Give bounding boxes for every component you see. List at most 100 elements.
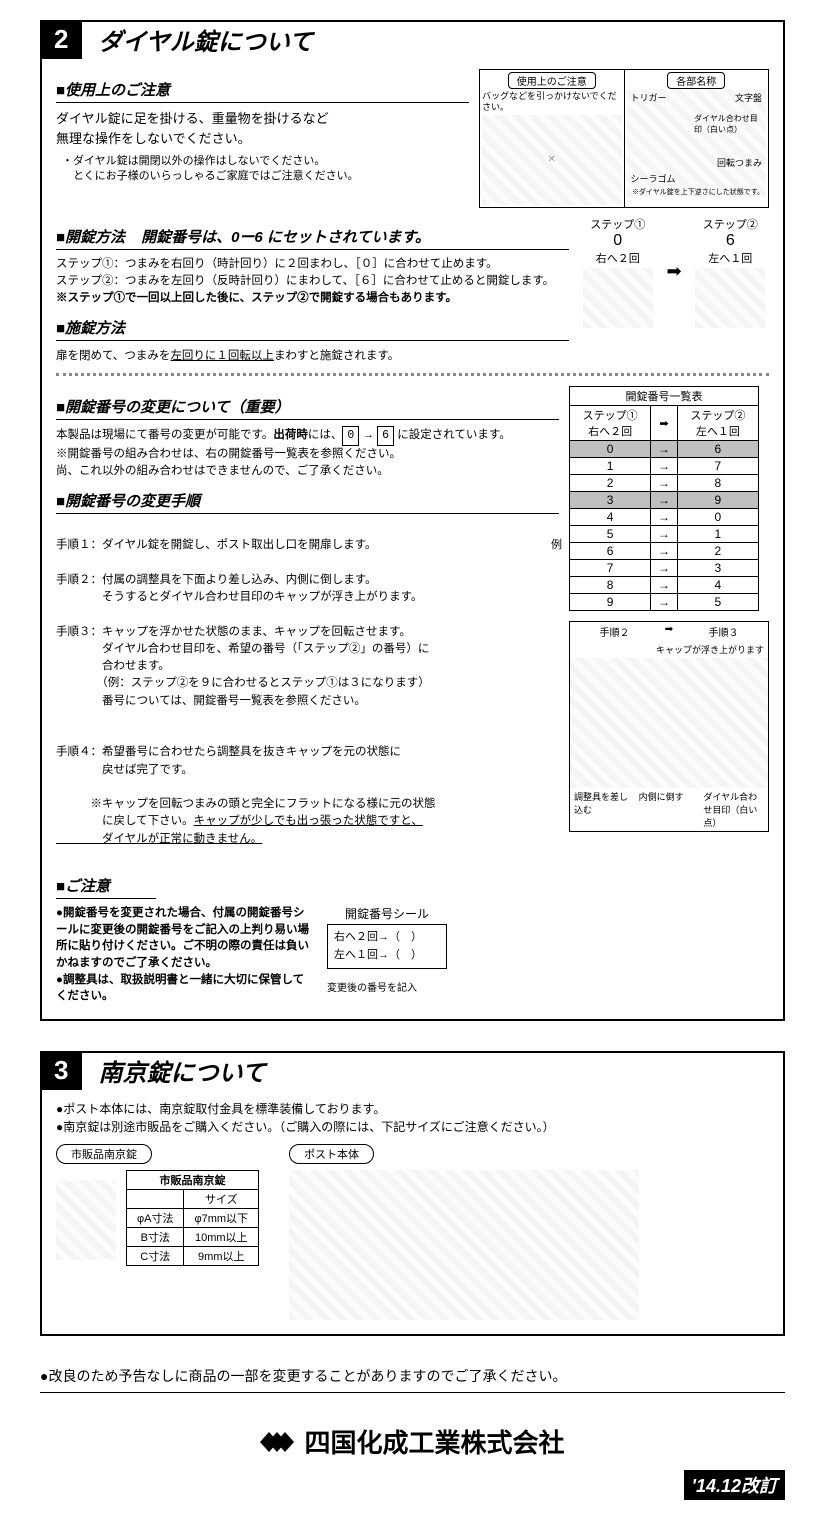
padlock-drawing-placeholder — [56, 1180, 116, 1260]
post-pill-label: ポスト本体 — [289, 1144, 374, 1164]
company-name: 四国化成工業株式会社 — [304, 1423, 564, 1460]
combo-row: 5→1 — [570, 526, 759, 543]
label-align-mark-2: ダイヤル合わせ目印（白い点） — [703, 790, 764, 829]
seal-line1: 右へ２回→（ ） — [334, 929, 440, 947]
box-0: 0 — [342, 426, 359, 445]
combo-row: 3→9 — [570, 492, 759, 509]
proc-illus-h2: 手順２ — [570, 622, 659, 641]
unlock-head-1: ■開錠方法 — [56, 226, 125, 247]
dotted-separator — [56, 373, 769, 376]
change-heading: ■開錠番号の変更について（重要） — [56, 396, 559, 420]
change-line3: 尚、これ以外の組み合わせはできませんので、ご了承ください。 — [56, 463, 559, 480]
padlock-row: φA寸法φ7mm以下 — [127, 1209, 259, 1228]
label-trigger: トリガー — [631, 91, 667, 104]
company-row: 四国化成工業株式会社 — [40, 1423, 785, 1460]
combo-hdr-s2: ステップ②左へ１回 — [677, 406, 758, 441]
usage-text: ダイヤル錠に足を掛ける、重量物を掛けるなど 無理な操作をしないでください。 — [56, 109, 469, 148]
step1-dial-icon — [583, 268, 653, 328]
section3-title: 南京錠について — [82, 1053, 265, 1088]
combo-row: 7→3 — [570, 560, 759, 577]
cap-float-label: キャップが浮き上がります — [570, 641, 768, 658]
padlock-pill-label: 市販品南京錠 — [56, 1144, 152, 1164]
bag-warning: バッグなどを引っかけないでください。 — [482, 91, 622, 113]
step1-dir: 右へ２回 — [579, 250, 656, 266]
step2-title: ステップ② — [692, 216, 769, 232]
footer-disclaimer: ●改良のため予告なしに商品の一部を変更することがありますのでご了承ください。 — [40, 1366, 785, 1393]
procedure-illustration: 手順２ ➡ 手順３ キャップが浮き上がります 調整具を差し込む 内側に倒す ダイ… — [569, 621, 769, 832]
combo-row: 1→7 — [570, 458, 759, 475]
steps-diagram: ステップ① 0 右へ２回 ➡ ステップ② 6 左へ１回 — [579, 216, 769, 328]
combo-row: 6→2 — [570, 543, 759, 560]
caution-heading: ■ご注意 — [56, 875, 156, 899]
section2-num: 2 — [40, 20, 82, 59]
section2-title: ダイヤル錠について — [82, 22, 313, 57]
proc-illus-arrow-icon: ➡ — [659, 622, 679, 641]
label-inverted-note: ※ダイヤル錠を上下逆さにした状態です。 — [632, 187, 764, 197]
padlock-row: C寸法9mm以上 — [127, 1247, 259, 1266]
unlock-note: ※ステップ①で一回以上回した後に、ステップ②で開錠する場合もあります。 — [56, 290, 569, 307]
label-align-mark: ダイヤル合わせ目印（白い点） — [694, 113, 764, 135]
combo-table: ステップ①右へ２回 ➡ ステップ②左へ１回 0→61→72→83→94→05→1… — [569, 405, 759, 611]
caution-text: ●開錠番号を変更された場合、付属の開錠番号シールに変更後の開錠番号をご記入の上判… — [56, 905, 311, 1005]
change-line1: 本製品は現場にて番号の変更が可能です。出荷時には、0 → 6 に設定されています… — [56, 426, 559, 445]
combo-row: 0→6 — [570, 441, 759, 458]
section-dial-lock: 2 ダイヤル錠について ■使用上のご注意 ダイヤル錠に足を掛ける、重量物を掛ける… — [40, 20, 785, 1021]
step1-num: 0 — [579, 232, 656, 250]
revision-badge: '14.12改訂 — [684, 1470, 785, 1500]
sec3-bullet1: ●ポスト本体には、南京錠取付金具を標準装備しております。 — [56, 1100, 769, 1118]
change-line2: ※開錠番号の組み合わせは、右の開錠番号一覧表を参照ください。 — [56, 446, 559, 463]
dial-parts-diagram: トリガー 文字盤 ダイヤル合わせ目印（白い点） 回転つまみ シーラゴム ※ダイヤ… — [627, 89, 767, 197]
unlock-head-2: 開錠番号は、0ー6 にセットされています。 — [141, 226, 430, 247]
label-tilt-inward: 内側に倒す — [639, 790, 700, 829]
seal-note: 変更後の番号を記入 — [327, 979, 447, 994]
step1-title: ステップ① — [579, 216, 656, 232]
procedure-diagram-placeholder — [570, 658, 768, 788]
proc3: 手順３：キャップを浮かせた状態のまま、キャップを回転させます。 ダイヤル合わせ目… — [56, 624, 559, 710]
post-column: ポスト本体 — [289, 1144, 639, 1320]
section3-num: 3 — [40, 1051, 82, 1090]
company-logo-icon — [260, 1429, 294, 1455]
proc1: 手順１：ダイヤル錠を開錠し、ポスト取出し口を開扉します。 — [56, 537, 559, 554]
label-insert-tool: 調整具を差し込む — [574, 790, 635, 829]
unlock-step2: ステップ②：つまみを左回り（反時計回り）にまわして、［６］に合わせて止めると開錠… — [56, 273, 569, 290]
procedure-heading: ■開錠番号の変更手順 — [56, 490, 559, 514]
section3-header: 3 南京錠について — [40, 1051, 785, 1090]
padlock-size-hdr: サイズ — [184, 1190, 259, 1209]
section-padlock: 3 南京錠について ●ポスト本体には、南京錠取付金具を標準装備しております。 ●… — [40, 1051, 785, 1336]
usage-bullet: ダイヤル錠は開閉以外の操作はしないでください。 とくにお子様のいらっしゃるご家庭… — [62, 154, 469, 185]
step2-num: 6 — [692, 232, 769, 250]
combo-row: 2→8 — [570, 475, 759, 492]
bag-cross-icon: ✕ — [482, 115, 622, 205]
padlock-row: B寸法10mm以上 — [127, 1228, 259, 1247]
post-drawing-placeholder — [289, 1170, 639, 1320]
proc4: 手順４：希望番号に合わせたら調整具を抜きキャップを元の状態に 戻せば完了です。 … — [56, 727, 559, 848]
box-6: 6 — [377, 426, 394, 445]
step2-dir: 左へ１回 — [692, 250, 769, 266]
usage-heading: ■使用上のご注意 — [56, 79, 469, 103]
padlock-table-title: 市販品南京錠 — [127, 1171, 259, 1190]
padlock-column: 市販品南京錠 市販品南京錠 サイズ φA寸法φ7mm以下B寸法10mm以上C寸法… — [56, 1144, 259, 1266]
seal-sample: 開錠番号シール 右へ２回→（ ） 左へ１回→（ ） 変更後の番号を記入 — [327, 905, 447, 994]
proc-illus-h3: 手順３ — [679, 622, 768, 641]
section2-header: 2 ダイヤル錠について — [40, 20, 785, 59]
unlock-heading: ■開錠方法 開錠番号は、0ー6 にセットされています。 — [56, 226, 569, 250]
seal-box: 右へ２回→（ ） 左へ１回→（ ） — [327, 924, 447, 969]
combo-row: 8→4 — [570, 577, 759, 594]
combo-hdr-s1: ステップ①右へ２回 — [570, 406, 651, 441]
seal-line2: 左へ１回→（ ） — [334, 947, 440, 965]
combo-row: 4→0 — [570, 509, 759, 526]
top-illustration-row: 使用上のご注意 バッグなどを引っかけないでください。 ✕ 各部名称 トリガー 文… — [479, 69, 769, 208]
sec3-bullet2: ●南京錠は別途市販品をご購入ください。（ご購入の際には、下記サイズにご注意くださ… — [56, 1118, 769, 1136]
lock-heading: ■施錠方法 — [56, 317, 569, 341]
unlock-step1: ステップ①：つまみを右回り（時計回り）に２回まわし、［０］に合わせて止めます。 — [56, 256, 569, 273]
combo-row: 9→5 — [570, 594, 759, 611]
step-arrow-icon: ➡ — [666, 261, 681, 282]
step2-dial-icon — [695, 268, 765, 328]
example-label: 例 — [551, 536, 562, 552]
lock-text: 扉を閉めて、つまみを左回りに１回転以上まわすと施錠されます。 — [56, 347, 569, 363]
label-knob: 回転つまみ — [717, 156, 762, 169]
proc2: 手順２：付属の調整具を下面より差し込み、内側に倒します。 そうするとダイヤル合わ… — [56, 572, 559, 607]
usage-caution-label: 使用上のご注意 — [508, 72, 596, 89]
seal-title: 開錠番号シール — [327, 905, 447, 922]
combo-table-title: 開錠番号一覧表 — [569, 386, 759, 406]
